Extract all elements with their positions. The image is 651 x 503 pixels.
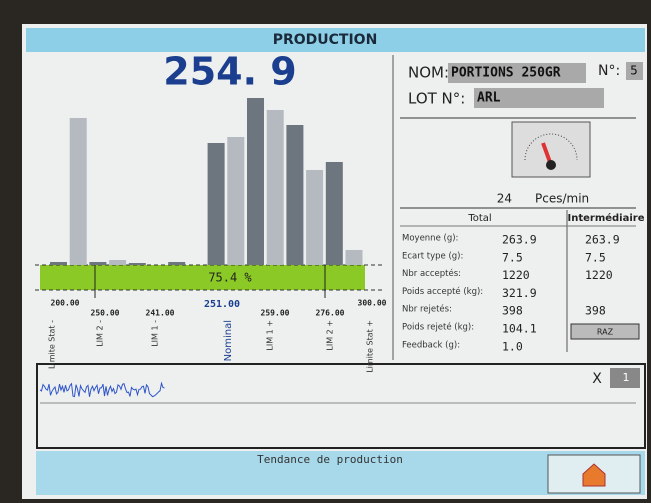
limit-value: 251.00 xyxy=(204,299,240,310)
accepted-zone xyxy=(40,265,365,290)
title: PRODUCTION xyxy=(273,32,378,48)
lot: ARL xyxy=(477,91,501,106)
stat-label: Feedback (g): xyxy=(402,340,460,350)
measure: 254. 9 xyxy=(163,50,296,94)
limit-name: LIM 2 - xyxy=(96,320,105,347)
stats-header: Total xyxy=(467,213,491,224)
rate-unit: Pces/min xyxy=(535,192,589,206)
reset-label[interactable]: RAZ xyxy=(597,328,614,337)
bar xyxy=(306,170,323,265)
limit-name: Limite Stat + xyxy=(366,320,375,373)
bar xyxy=(247,98,264,265)
stat-value: 263.9 xyxy=(502,233,537,247)
bar xyxy=(109,260,126,265)
bar xyxy=(346,250,363,265)
name: PORTIONS 250GR xyxy=(451,66,561,81)
stat-value: 1.0 xyxy=(502,339,523,353)
trend-box xyxy=(37,364,645,448)
bar xyxy=(208,143,225,265)
bar xyxy=(227,137,244,265)
stat-label: Nbr acceptés: xyxy=(402,268,461,279)
stat-value: 7.5 xyxy=(502,250,523,264)
limit-name: LIM 1 + xyxy=(266,320,275,351)
limit-name: Limite Stat - xyxy=(48,320,57,369)
stat-value: 7.5 xyxy=(585,250,606,264)
stat-label: Nbr rejetés: xyxy=(402,304,452,315)
screen: PRODUCTION 254. 9 NOM: PORTIONS 250GR N°… xyxy=(0,0,651,499)
limit-value: 300.00 xyxy=(358,299,387,308)
stat-value: 104.1 xyxy=(502,322,537,336)
bar xyxy=(286,125,303,265)
trend-close[interactable]: X xyxy=(592,371,602,387)
stat-value: 263.9 xyxy=(585,233,620,247)
trend-caption: Tendance de production xyxy=(257,453,403,466)
stat-value: 398 xyxy=(585,304,606,318)
stat-label: Ecart type (g): xyxy=(402,251,463,261)
limit-value: 250.00 xyxy=(91,309,120,318)
limit-name: Nominal xyxy=(223,320,234,361)
bar xyxy=(168,262,185,265)
page: PRODUCTION 254. 9 NOM: PORTIONS 250GR N°… xyxy=(0,0,651,499)
rate-value: 24 xyxy=(497,192,512,206)
number-label: N°: xyxy=(598,63,620,79)
limit-name: LIM 2 + xyxy=(326,320,335,351)
stat-value: 1220 xyxy=(502,268,530,282)
stat-label: Poids accepté (kg): xyxy=(402,286,483,297)
bar xyxy=(89,262,106,265)
stat-label: Poids rejeté (kg): xyxy=(402,322,474,333)
bar xyxy=(50,262,67,265)
limit-value: 241.00 xyxy=(146,309,175,318)
gauge-hub xyxy=(546,160,556,170)
trend-count: 1 xyxy=(623,371,630,384)
limit-value: 276.00 xyxy=(316,309,345,318)
stat-value: 321.9 xyxy=(502,286,537,300)
stats-header: Intermédiaire xyxy=(567,212,644,224)
bar xyxy=(70,118,87,265)
lot-label: LOT N°: xyxy=(408,90,465,108)
limit-value: 200.00 xyxy=(51,299,80,308)
name-label: NOM: xyxy=(408,64,449,82)
accepted-label: 75.4 % xyxy=(208,271,252,285)
number: 5 xyxy=(630,64,638,78)
stat-label: Moyenne (g): xyxy=(402,234,458,244)
bar xyxy=(326,162,343,265)
limit-value: 259.00 xyxy=(261,309,290,318)
limit-name: LIM 1 - xyxy=(151,320,160,347)
stat-value: 1220 xyxy=(585,268,613,282)
bar xyxy=(267,110,284,265)
stat-value: 398 xyxy=(502,304,523,318)
bar xyxy=(129,263,146,265)
